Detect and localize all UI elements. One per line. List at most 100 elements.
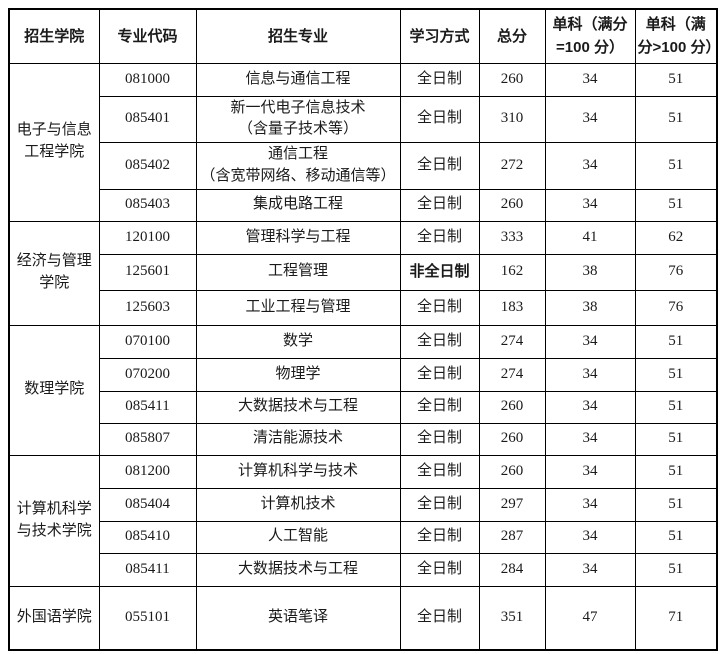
major-code-cell: 085401 xyxy=(98,95,197,143)
single-100-cell: 34 xyxy=(544,422,636,456)
total-score-cell: 183 xyxy=(478,289,546,326)
major-code-cell: 070100 xyxy=(98,324,197,359)
single-gt100-cell: 62 xyxy=(634,220,718,255)
table-row: 085401 新一代电子信息技术 （含量子技术等） 全日制 310 34 51 xyxy=(9,95,718,143)
single-gt100-cell: 51 xyxy=(634,62,718,97)
study-mode-cell: 全日制 xyxy=(399,324,480,359)
total-score-cell: 284 xyxy=(478,552,546,587)
major-code-cell: 125603 xyxy=(98,289,197,326)
major-code-cell: 125601 xyxy=(98,253,197,291)
single-100-cell: 47 xyxy=(544,585,636,651)
study-mode-cell: 全日制 xyxy=(399,520,480,554)
table-row: 经济与管理 学院 120100 管理科学与工程 全日制 333 41 62 xyxy=(8,220,718,326)
single-gt100-cell: 51 xyxy=(634,454,718,489)
study-mode-cell: 全日制 xyxy=(399,454,480,489)
table-row: 085807 清洁能源技术 全日制 260 34 51 xyxy=(9,422,718,456)
study-mode-cell: 全日制 xyxy=(399,95,480,143)
major-cell: 大数据技术与工程 xyxy=(195,552,401,587)
header-study-mode: 学习方式 xyxy=(399,8,480,64)
total-score-cell: 310 xyxy=(478,95,546,143)
single-gt100-cell: 51 xyxy=(634,422,718,456)
major-cell: 英语笔译 xyxy=(195,585,401,651)
major-cell: 物理学 xyxy=(195,357,401,392)
major-code-cell: 055101 xyxy=(98,585,197,651)
college-cell: 电子与信息 工程学院 xyxy=(8,62,100,222)
table-row: 125603 工业工程与管理 全日制 183 38 76 xyxy=(9,289,718,326)
total-score-cell: 260 xyxy=(478,422,546,456)
major-cell: 大数据技术与工程 xyxy=(195,390,401,424)
single-100-cell: 38 xyxy=(544,253,636,291)
college-cell: 经济与管理 学院 xyxy=(8,220,100,326)
study-mode-cell: 全日制 xyxy=(399,220,480,255)
table-row: 085404 计算机技术 全日制 297 34 51 xyxy=(9,487,718,522)
single-gt100-cell: 51 xyxy=(634,95,718,143)
major-cell: 新一代电子信息技术 （含量子技术等） xyxy=(195,95,401,143)
major-code-cell: 085402 xyxy=(98,142,197,190)
major-code-cell: 081200 xyxy=(98,454,197,489)
header-major: 招生专业 xyxy=(195,8,401,64)
single-100-cell: 34 xyxy=(544,552,636,587)
single-100-cell: 34 xyxy=(544,95,636,143)
major-code-cell: 085403 xyxy=(98,188,197,222)
single-gt100-cell: 76 xyxy=(634,289,718,326)
table-row: 085403 集成电路工程 全日制 260 34 51 xyxy=(9,188,718,222)
college-cell: 计算机科学 与技术学院 xyxy=(8,454,100,587)
table-row: 070200 物理学 全日制 274 34 51 xyxy=(9,357,718,392)
major-cell: 计算机技术 xyxy=(195,487,401,522)
total-score-cell: 260 xyxy=(478,390,546,424)
header-single-gt100: 单科（满 分>100 分） xyxy=(634,8,718,64)
single-gt100-cell: 51 xyxy=(634,142,718,190)
study-mode-cell: 全日制 xyxy=(399,487,480,522)
single-100-cell: 34 xyxy=(544,520,636,554)
study-mode-cell: 全日制 xyxy=(399,585,480,651)
total-score-cell: 333 xyxy=(478,220,546,255)
total-score-cell: 351 xyxy=(478,585,546,651)
table-row: 外国语学院 055101 英语笔译 全日制 351 47 71 xyxy=(8,585,718,651)
table-row: 085411 大数据技术与工程 全日制 284 34 51 xyxy=(9,552,718,587)
header-major-code: 专业代码 xyxy=(98,8,197,64)
major-code-cell: 085404 xyxy=(98,487,197,522)
single-gt100-cell: 71 xyxy=(634,585,718,651)
single-gt100-cell: 76 xyxy=(634,253,718,291)
single-100-cell: 34 xyxy=(544,188,636,222)
study-mode-cell: 全日制 xyxy=(399,422,480,456)
table-row: 125601 工程管理 非全日制 162 38 76 xyxy=(9,253,718,291)
study-mode-cell: 非全日制 xyxy=(399,253,480,291)
study-mode-cell: 全日制 xyxy=(399,289,480,326)
single-100-cell: 34 xyxy=(544,357,636,392)
total-score-cell: 287 xyxy=(478,520,546,554)
header-total-score: 总分 xyxy=(478,8,546,64)
college-cell: 数理学院 xyxy=(8,324,100,456)
single-gt100-cell: 51 xyxy=(634,324,718,359)
major-cell: 通信工程 （含宽带网络、移动通信等） xyxy=(195,142,401,190)
major-code-cell: 085807 xyxy=(98,422,197,456)
total-score-cell: 260 xyxy=(478,454,546,489)
total-score-cell: 274 xyxy=(478,357,546,392)
header-college: 招生学院 xyxy=(8,8,100,64)
major-code-cell: 085410 xyxy=(98,520,197,554)
major-cell: 信息与通信工程 xyxy=(195,62,401,97)
study-mode-cell: 全日制 xyxy=(399,357,480,392)
single-100-cell: 34 xyxy=(544,487,636,522)
single-100-cell: 34 xyxy=(544,454,636,489)
single-100-cell: 38 xyxy=(544,289,636,326)
major-cell: 人工智能 xyxy=(195,520,401,554)
major-cell: 工程管理 xyxy=(195,253,401,291)
table-row: 电子与信息 工程学院 081000 信息与通信工程 全日制 260 34 51 xyxy=(8,62,718,222)
single-gt100-cell: 51 xyxy=(634,188,718,222)
study-mode-cell: 全日制 xyxy=(399,390,480,424)
major-cell: 集成电路工程 xyxy=(195,188,401,222)
major-code-cell: 120100 xyxy=(98,220,197,255)
table-row: 计算机科学 与技术学院 081200 计算机科学与技术 全日制 260 34 5… xyxy=(8,454,718,587)
single-gt100-cell: 51 xyxy=(634,520,718,554)
major-cell: 工业工程与管理 xyxy=(195,289,401,326)
major-code-cell: 085411 xyxy=(98,552,197,587)
header-single-100: 单科（满分 =100 分） xyxy=(544,8,636,64)
study-mode-cell: 全日制 xyxy=(399,142,480,190)
single-100-cell: 34 xyxy=(544,142,636,190)
total-score-cell: 260 xyxy=(478,188,546,222)
single-100-cell: 41 xyxy=(544,220,636,255)
major-cell: 计算机科学与技术 xyxy=(195,454,401,489)
major-cell: 管理科学与工程 xyxy=(195,220,401,255)
study-mode-cell: 全日制 xyxy=(399,188,480,222)
